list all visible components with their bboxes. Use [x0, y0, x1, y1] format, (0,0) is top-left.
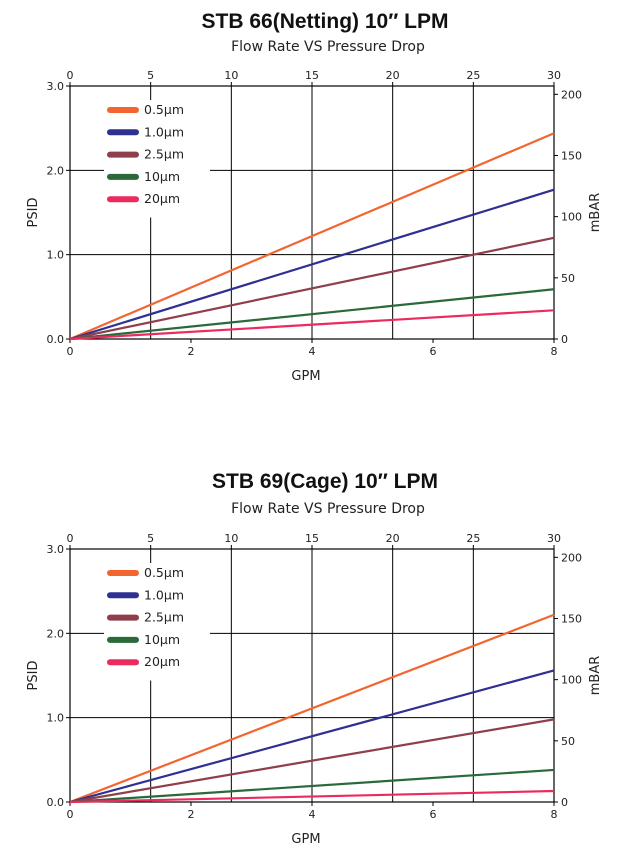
x2-tick-label: 25 — [466, 532, 480, 545]
series-line-20μm — [69, 789, 555, 804]
series-line-10μm — [69, 768, 555, 804]
legend-label: 2.5μm — [144, 610, 184, 625]
y2-tick-label: 150 — [561, 149, 582, 162]
legend-label: 10μm — [144, 169, 180, 184]
y2-tick-label: 0 — [561, 796, 568, 809]
x-tick-label: 4 — [309, 345, 316, 358]
y2-axis-label: mBAR — [588, 193, 603, 233]
y-tick-label: 0.0 — [47, 796, 65, 809]
x-tick-label: 8 — [551, 808, 558, 821]
series-line-2.5μm — [69, 718, 555, 804]
x2-tick-label: 15 — [305, 532, 319, 545]
y-tick-label: 1.0 — [47, 712, 65, 725]
x2-tick-label: 0 — [67, 69, 74, 82]
legend-label: 2.5μm — [144, 147, 184, 162]
x2-tick-label: 30 — [547, 69, 561, 82]
y-tick-label: 0.0 — [47, 333, 65, 346]
x2-tick-label: 30 — [547, 532, 561, 545]
x-tick-label: 2 — [188, 808, 195, 821]
y-tick-label: 2.0 — [47, 627, 65, 640]
x-tick-label: 6 — [430, 345, 437, 358]
chart-subtitle: Flow Rate VS Pressure Drop — [231, 501, 425, 517]
y2-tick-label: 50 — [561, 272, 575, 285]
x2-tick-label: 5 — [147, 69, 154, 82]
series-line-2.5μm — [69, 236, 555, 341]
legend-label: 0.5μm — [144, 565, 184, 580]
series-line-0.5μm — [69, 613, 555, 804]
y2-tick-label: 200 — [561, 88, 582, 101]
y2-tick-label: 0 — [561, 333, 568, 346]
chart-title: STB 69(Cage) 10″ LPM — [212, 470, 438, 493]
y2-tick-label: 50 — [561, 735, 575, 748]
x-axis-label: GPM — [291, 832, 320, 847]
series-line-0.5μm — [69, 132, 555, 341]
y2-tick-label: 100 — [561, 674, 582, 687]
series-line-1.0μm — [69, 669, 555, 804]
y2-tick-label: 200 — [561, 551, 582, 564]
legend-label: 0.5μm — [144, 102, 184, 117]
series-line-10μm — [69, 288, 555, 341]
y-tick-label: 2.0 — [47, 164, 65, 177]
x-axis-label: GPM — [291, 369, 320, 384]
legend-label: 20μm — [144, 654, 180, 669]
series-line-20μm — [69, 309, 555, 341]
x2-tick-label: 25 — [466, 69, 480, 82]
y2-tick-label: 150 — [561, 612, 582, 625]
legend-label: 1.0μm — [144, 587, 184, 602]
chart-subtitle: Flow Rate VS Pressure Drop — [231, 39, 425, 55]
x2-tick-label: 5 — [147, 532, 154, 545]
series-line-1.0μm — [69, 188, 555, 341]
x2-tick-label: 15 — [305, 69, 319, 82]
chart-2: STB 69(Cage) 10″ LPM Flow Rate VS Pressur… — [26, 470, 603, 847]
x-tick-label: 8 — [551, 345, 558, 358]
x-tick-label: 2 — [188, 345, 195, 358]
x2-tick-label: 10 — [224, 532, 238, 545]
y-axis-label: PSID — [26, 661, 41, 691]
y2-tick-label: 100 — [561, 211, 582, 224]
x2-tick-label: 0 — [67, 532, 74, 545]
chart-title: STB 66(Netting) 10″ LPM — [202, 10, 449, 33]
legend: 0.5μm 1.0μm 2.5μm 10μm 20μm — [104, 100, 210, 218]
x2-tick-label: 10 — [224, 69, 238, 82]
legend-label: 10μm — [144, 632, 180, 647]
y-tick-label: 3.0 — [47, 543, 65, 556]
x2-tick-label: 20 — [386, 532, 400, 545]
chart-1: STB 66(Netting) 10″ LPM Flow Rate VS Pres… — [26, 10, 603, 384]
y2-axis-label: mBAR — [588, 656, 603, 696]
x-tick-label: 0 — [67, 345, 74, 358]
legend: 0.5μm 1.0μm 2.5μm 10μm 20μm — [104, 563, 210, 681]
x-tick-label: 4 — [309, 808, 316, 821]
x2-tick-label: 20 — [386, 69, 400, 82]
y-axis-label: PSID — [26, 198, 41, 228]
x-tick-label: 6 — [430, 808, 437, 821]
x-tick-label: 0 — [67, 808, 74, 821]
y-tick-label: 3.0 — [47, 80, 65, 93]
legend-label: 1.0μm — [144, 124, 184, 139]
y-tick-label: 1.0 — [47, 249, 65, 262]
legend-label: 20μm — [144, 191, 180, 206]
